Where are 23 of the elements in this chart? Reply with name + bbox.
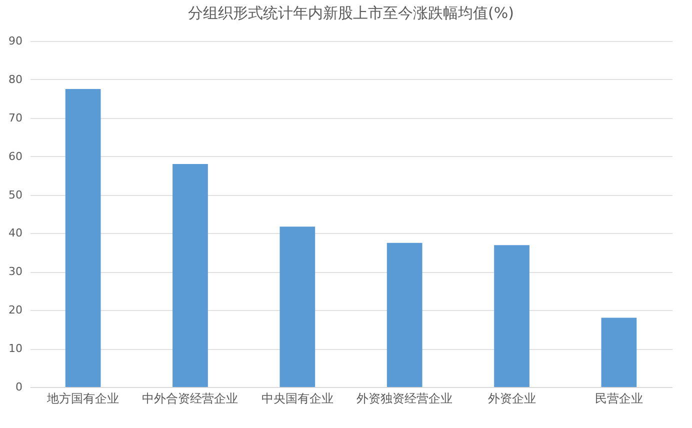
y-tick-label: 90 [8,34,22,48]
y-tick-label: 60 [8,150,22,163]
x-tick-label: 中外合资经营企业 [142,392,238,406]
y-tick-label: 30 [8,265,22,278]
y-tick-label: 0 [16,380,22,394]
y-tick-label: 80 [8,72,22,86]
x-tick-label: 民营企业 [594,392,643,406]
x-tick-label: 外资独资经营企业 [356,392,453,406]
bar [65,89,101,387]
bar [494,245,530,387]
y-tick-label: 50 [8,188,22,202]
chart-title: 分组织形式统计年内新股上市至今涨跌幅均值(%) [188,4,514,22]
x-tick-label: 地方国有企业 [46,392,120,406]
bar [172,164,208,387]
y-tick-label: 10 [8,342,22,356]
y-tick-label: 70 [8,111,22,124]
y-tick-label: 20 [8,304,22,317]
x-tick-label: 外资企业 [488,392,536,406]
bar [280,226,316,387]
y-tick-label: 40 [8,226,22,240]
bar [601,318,637,387]
bar [386,242,422,387]
x-tick-label: 中央国有企业 [261,392,334,406]
